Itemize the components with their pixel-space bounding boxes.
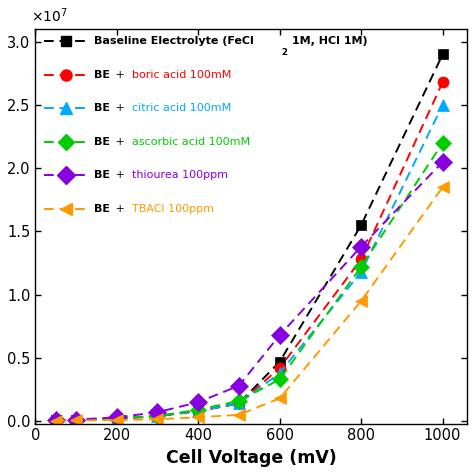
Text: +: + bbox=[112, 103, 129, 113]
X-axis label: Cell Voltage (mV): Cell Voltage (mV) bbox=[166, 449, 337, 467]
Text: +: + bbox=[112, 70, 129, 80]
Text: citric acid 100mM: citric acid 100mM bbox=[132, 103, 231, 113]
Text: BE: BE bbox=[93, 204, 109, 214]
Text: +: + bbox=[112, 137, 129, 146]
Text: 2: 2 bbox=[282, 48, 287, 57]
Text: boric acid 100mM: boric acid 100mM bbox=[132, 70, 231, 80]
Text: $\times10^7$: $\times10^7$ bbox=[31, 7, 68, 25]
Text: Baseline Electrolyte (FeCl: Baseline Electrolyte (FeCl bbox=[93, 36, 253, 46]
Text: BE: BE bbox=[93, 103, 109, 113]
Text: +: + bbox=[112, 204, 129, 214]
Text: BE: BE bbox=[93, 170, 109, 180]
Text: ascorbic acid 100mM: ascorbic acid 100mM bbox=[132, 137, 250, 146]
Text: BE: BE bbox=[93, 137, 109, 146]
Text: +: + bbox=[112, 170, 129, 180]
Text: 1M, HCl 1M): 1M, HCl 1M) bbox=[288, 36, 368, 46]
Text: thiourea 100ppm: thiourea 100ppm bbox=[132, 170, 228, 180]
Text: BE: BE bbox=[93, 70, 109, 80]
Text: TBACl 100ppm: TBACl 100ppm bbox=[132, 204, 214, 214]
